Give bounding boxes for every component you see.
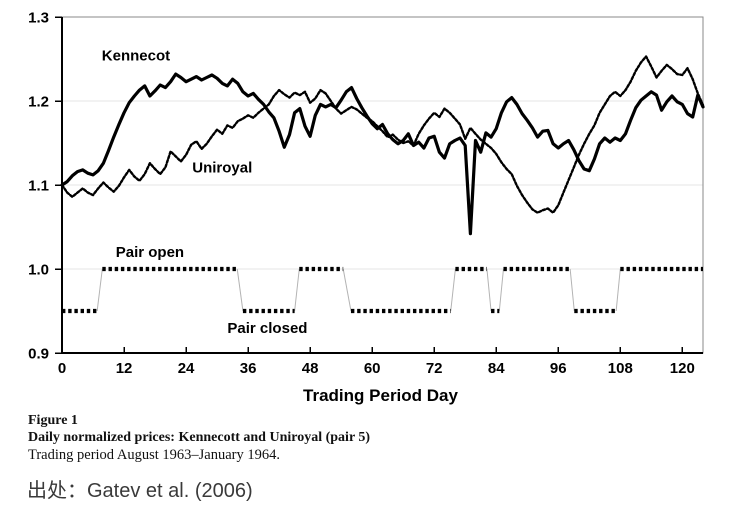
pair-state-connector [294, 268, 300, 312]
x-tick-label-84: 84 [488, 360, 505, 377]
x-tick-label-72: 72 [426, 360, 443, 377]
pair-state-connector [486, 268, 492, 312]
figure-subtitle: Trading period August 1963–January 1964. [28, 447, 280, 463]
pair-state-connector [615, 268, 621, 312]
y-tick-label-1.0: 1.0 [28, 262, 49, 279]
y-tick-label-1.2: 1.2 [28, 94, 49, 111]
chart-label-pair-closed: Pair closed [227, 320, 307, 337]
pair-state-connector [96, 268, 103, 312]
figure-title: Daily normalized prices: Kennecott and U… [28, 430, 371, 445]
x-tick-label-60: 60 [364, 360, 381, 377]
pair-state-connector [342, 268, 352, 312]
source-text: 出处：Gatev et al. (2006) [27, 480, 253, 502]
pair-state-connector [450, 268, 456, 312]
x-tick-label-12: 12 [116, 360, 133, 377]
kennecot-line [60, 72, 705, 236]
x-tick-label-108: 108 [608, 360, 633, 377]
pair-state-connector [498, 268, 504, 312]
chart-label-uniroyal: Uniroyal [192, 159, 252, 176]
x-tick-label-0: 0 [58, 360, 66, 377]
y-tick-label-1.1: 1.1 [28, 178, 49, 195]
x-axis-title: Trading Period Day [303, 386, 458, 405]
pair-state-connector [236, 268, 244, 312]
x-tick-label-120: 120 [670, 360, 695, 377]
x-tick-label-48: 48 [302, 360, 319, 377]
chart-label-kennecot: Kennecot [102, 48, 170, 65]
price-chart: 0.9 1.0 1.1 1.2 1.3 0 12 24 36 48 60 72 84 96 108 120 Ke… [28, 10, 705, 405]
x-tick-label-96: 96 [550, 360, 567, 377]
y-tick-label-1.3: 1.3 [28, 10, 49, 27]
y-tick-label-0.9: 0.9 [28, 346, 49, 363]
chart-label-pair-open: Pair open [116, 244, 184, 261]
pair-state-connector [569, 268, 575, 312]
figure-label: Figure 1 [28, 413, 78, 428]
x-tick-label-24: 24 [178, 360, 195, 377]
x-tick-label-36: 36 [240, 360, 257, 377]
uniroyal-line [60, 55, 705, 214]
figure-caption: Figure 1 Daily normalized prices: Kennec… [28, 412, 370, 464]
